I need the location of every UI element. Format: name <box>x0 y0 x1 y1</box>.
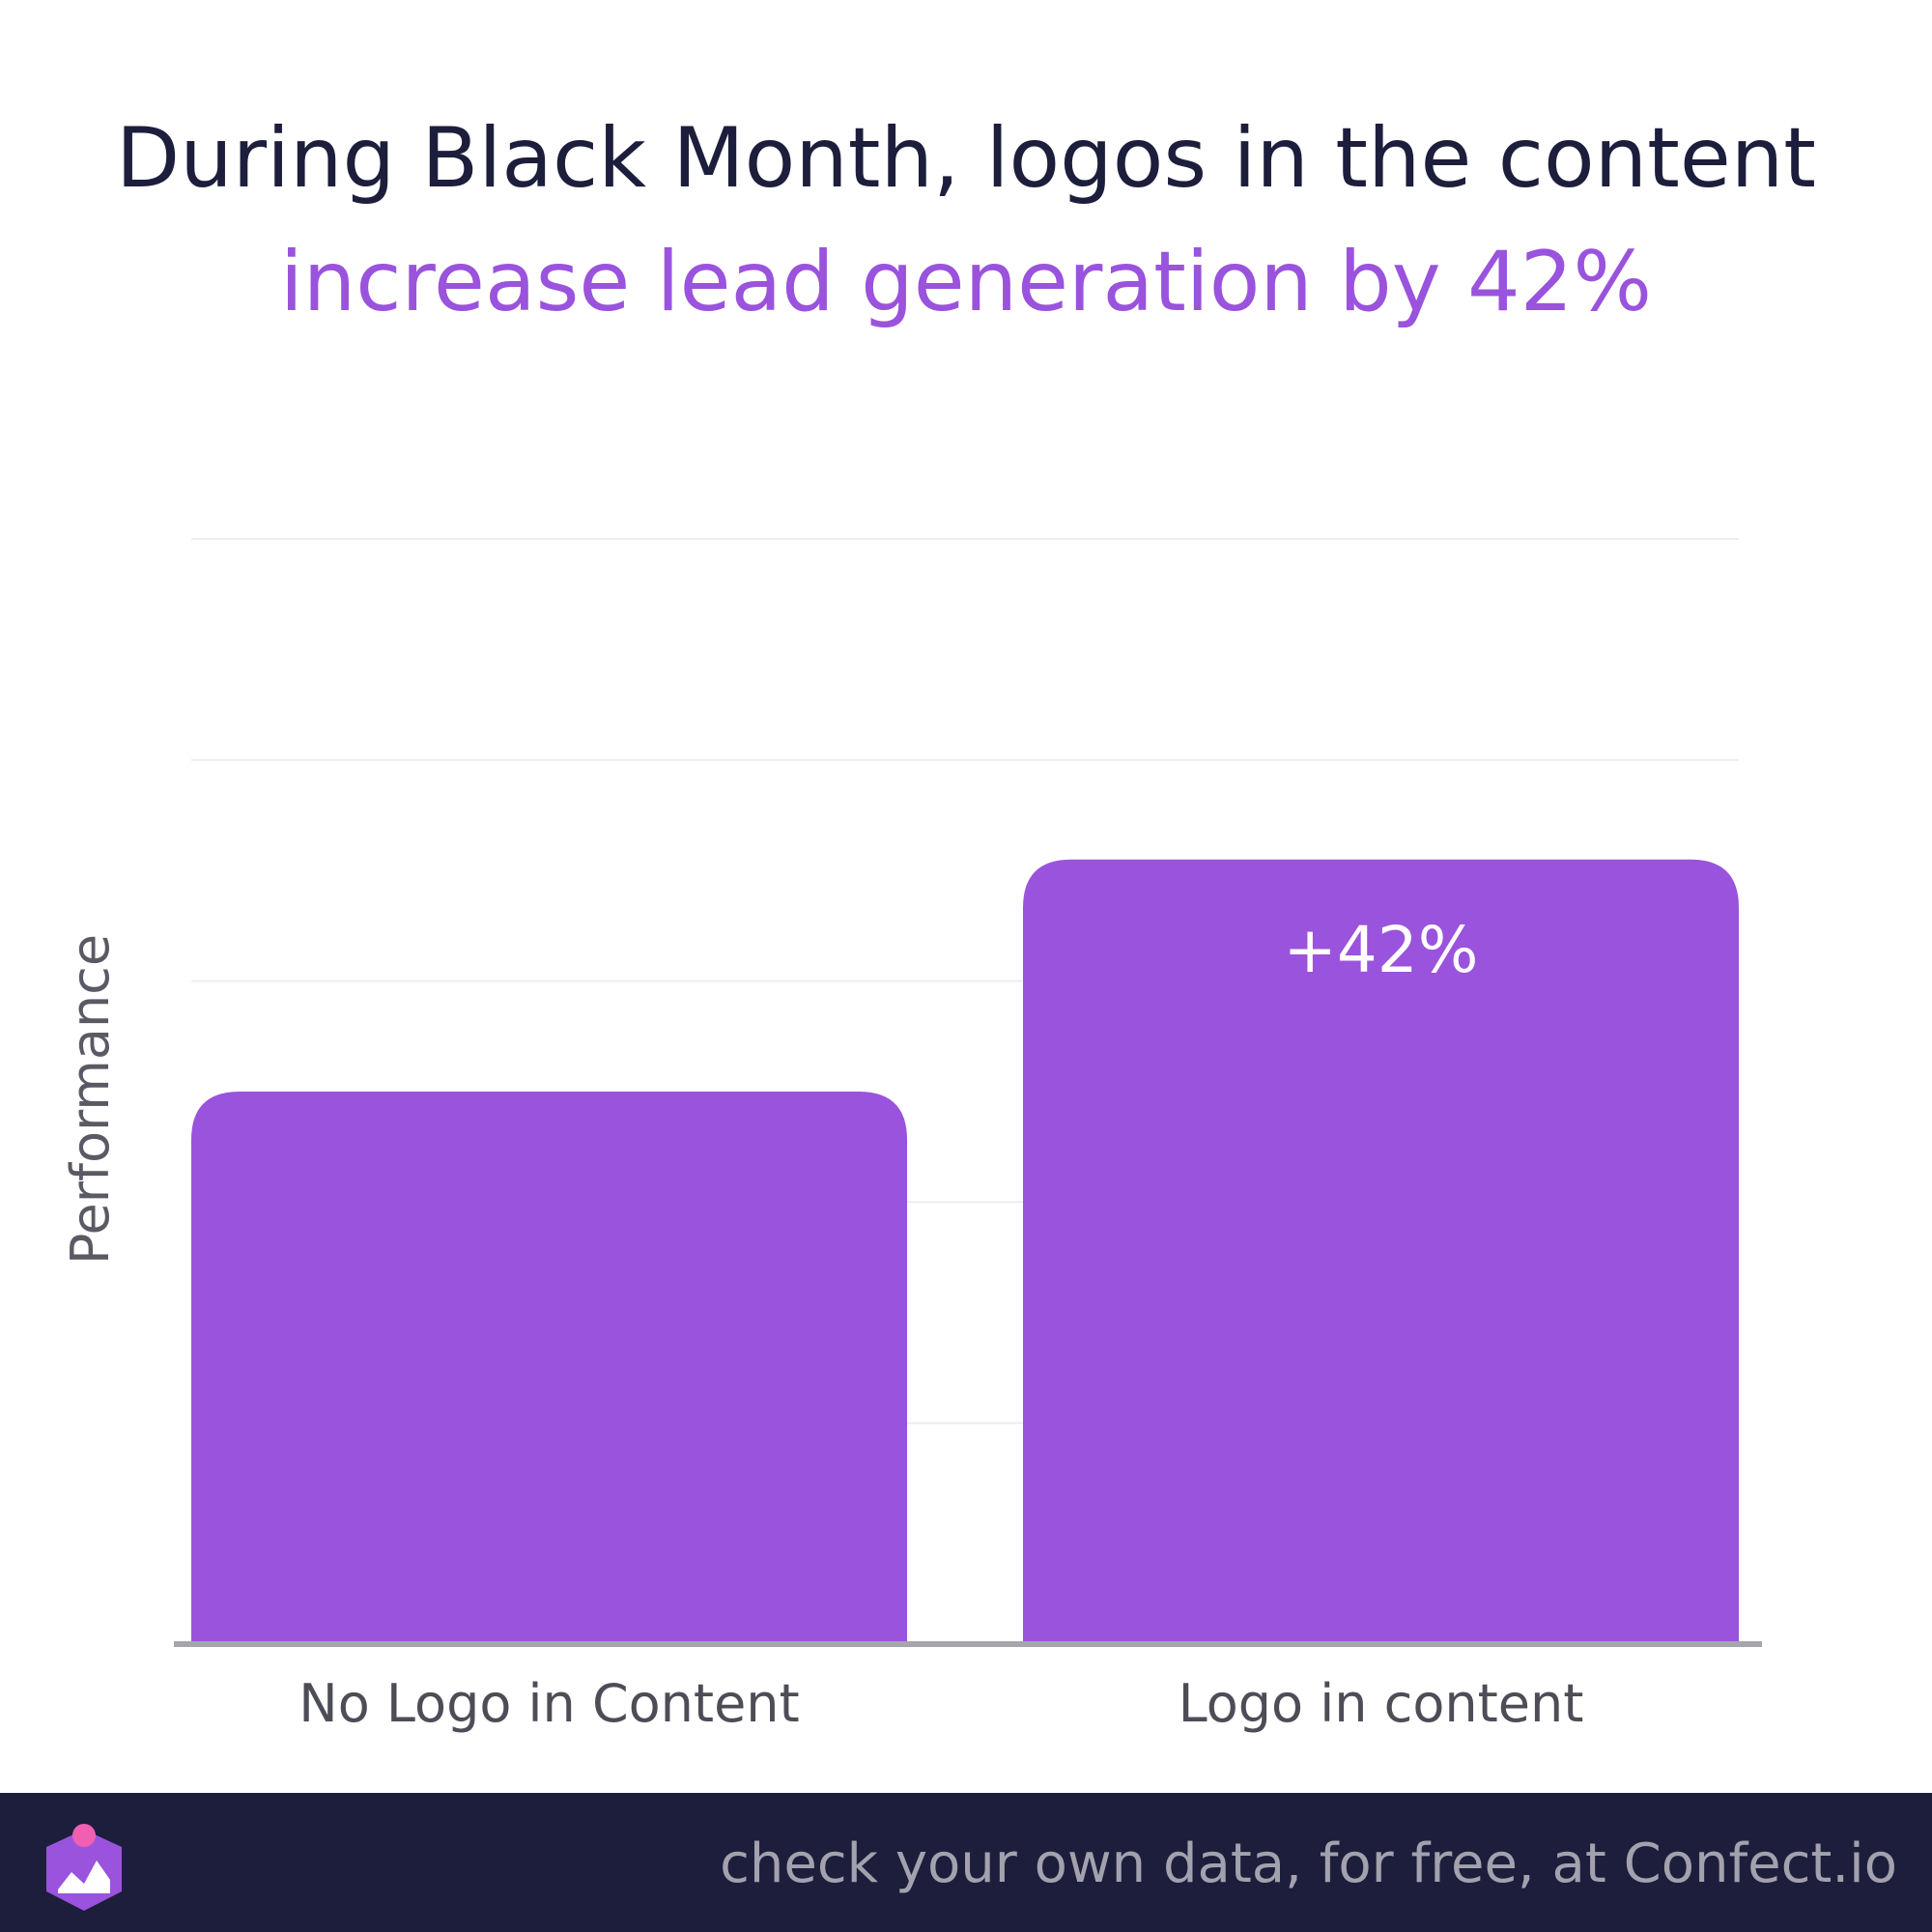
bar-1 <box>1023 859 1739 1644</box>
chart-subtitle: increase lead generation by 42% <box>279 234 1653 330</box>
bar-0 <box>191 1092 907 1644</box>
chart-title-block: During Black Month, logos in the content… <box>0 97 1932 344</box>
x-tick-label-1: Logo in content <box>1179 1673 1584 1734</box>
bar-chart: No Logo in Content +42% Logo in content Per… <box>60 538 1762 1734</box>
footer-cta-text[interactable]: check your own data, for free, at Confec… <box>720 1833 1897 1895</box>
footer-bar: check your own data, for free, at Confec… <box>0 1793 1932 1932</box>
data-label-1: +42% <box>1284 913 1479 987</box>
y-axis-label: Performance <box>60 934 121 1264</box>
chart-title: During Black Month, logos in the content <box>116 110 1816 207</box>
x-tick-label-0: No Logo in Content <box>298 1673 799 1734</box>
confect-logo-icon[interactable] <box>41 1822 128 1918</box>
